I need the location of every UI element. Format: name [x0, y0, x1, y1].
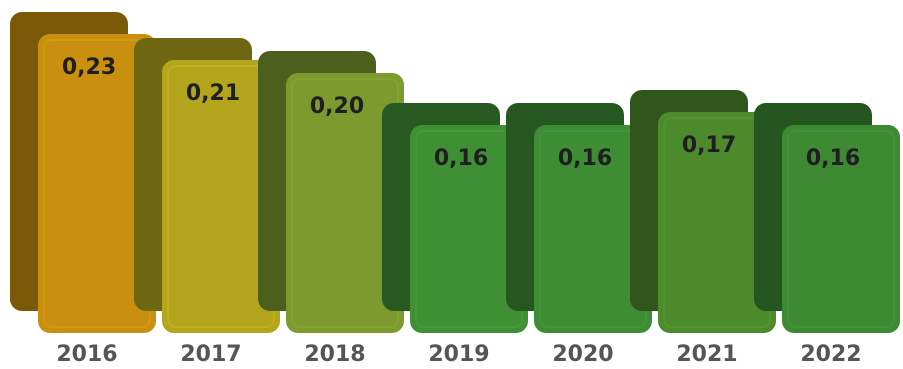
category-label-2018: 2018: [304, 342, 365, 367]
value-label-2021: 0,17: [682, 133, 736, 158]
bar-2016: [10, 12, 156, 333]
category-label-2016: 2016: [56, 342, 117, 367]
value-label-2016: 0,23: [62, 55, 116, 80]
bar-2019: [382, 103, 528, 333]
bar-front-2016: [38, 34, 156, 333]
bar-front-2020: [534, 125, 652, 333]
bar-front-2017: [162, 60, 280, 333]
value-label-2022: 0,16: [806, 146, 860, 171]
bars-layer: [10, 12, 900, 333]
value-label-2019: 0,16: [434, 146, 488, 171]
bar-2017: [134, 38, 280, 333]
category-label-2017: 2017: [180, 342, 241, 367]
category-label-2019: 2019: [428, 342, 489, 367]
category-label-2022: 2022: [800, 342, 861, 367]
bar-front-2022: [782, 125, 900, 333]
bar-2022: [754, 103, 900, 333]
category-label-2021: 2021: [676, 342, 737, 367]
value-label-2020: 0,16: [558, 146, 612, 171]
bar-2020: [506, 103, 652, 333]
category-label-2020: 2020: [552, 342, 613, 367]
bar-front-2019: [410, 125, 528, 333]
bar-2021: [630, 90, 776, 333]
bar-front-2021: [658, 112, 776, 333]
value-label-2017: 0,21: [186, 81, 240, 106]
category-labels-layer: 2016 2017 2018 2019 2020 2021 2022: [56, 342, 861, 367]
bar-2018: [258, 51, 404, 333]
bar-front-2018: [286, 73, 404, 333]
value-labels-layer: 0,23 0,21 0,20 0,16 0,16 0,17 0,16: [62, 55, 860, 171]
value-label-2018: 0,20: [310, 94, 364, 119]
bar-highlight-2022: [787, 130, 895, 328]
